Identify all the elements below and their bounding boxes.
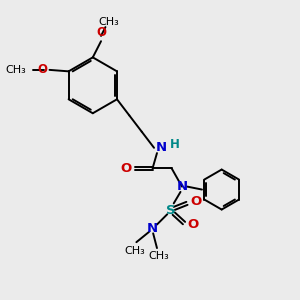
Text: O: O [190, 195, 201, 208]
Text: O: O [96, 26, 106, 39]
Text: CH₃: CH₃ [148, 251, 169, 261]
Text: N: N [147, 222, 158, 236]
Text: N: N [155, 141, 167, 154]
Text: N: N [176, 180, 188, 193]
Text: CH₃: CH₃ [98, 16, 119, 26]
Text: CH₃: CH₃ [5, 65, 26, 75]
Text: H: H [170, 138, 180, 152]
Text: O: O [120, 162, 131, 175]
Text: O: O [187, 218, 198, 231]
Text: CH₃: CH₃ [124, 246, 145, 256]
Text: O: O [38, 63, 47, 76]
Text: S: S [166, 204, 175, 217]
